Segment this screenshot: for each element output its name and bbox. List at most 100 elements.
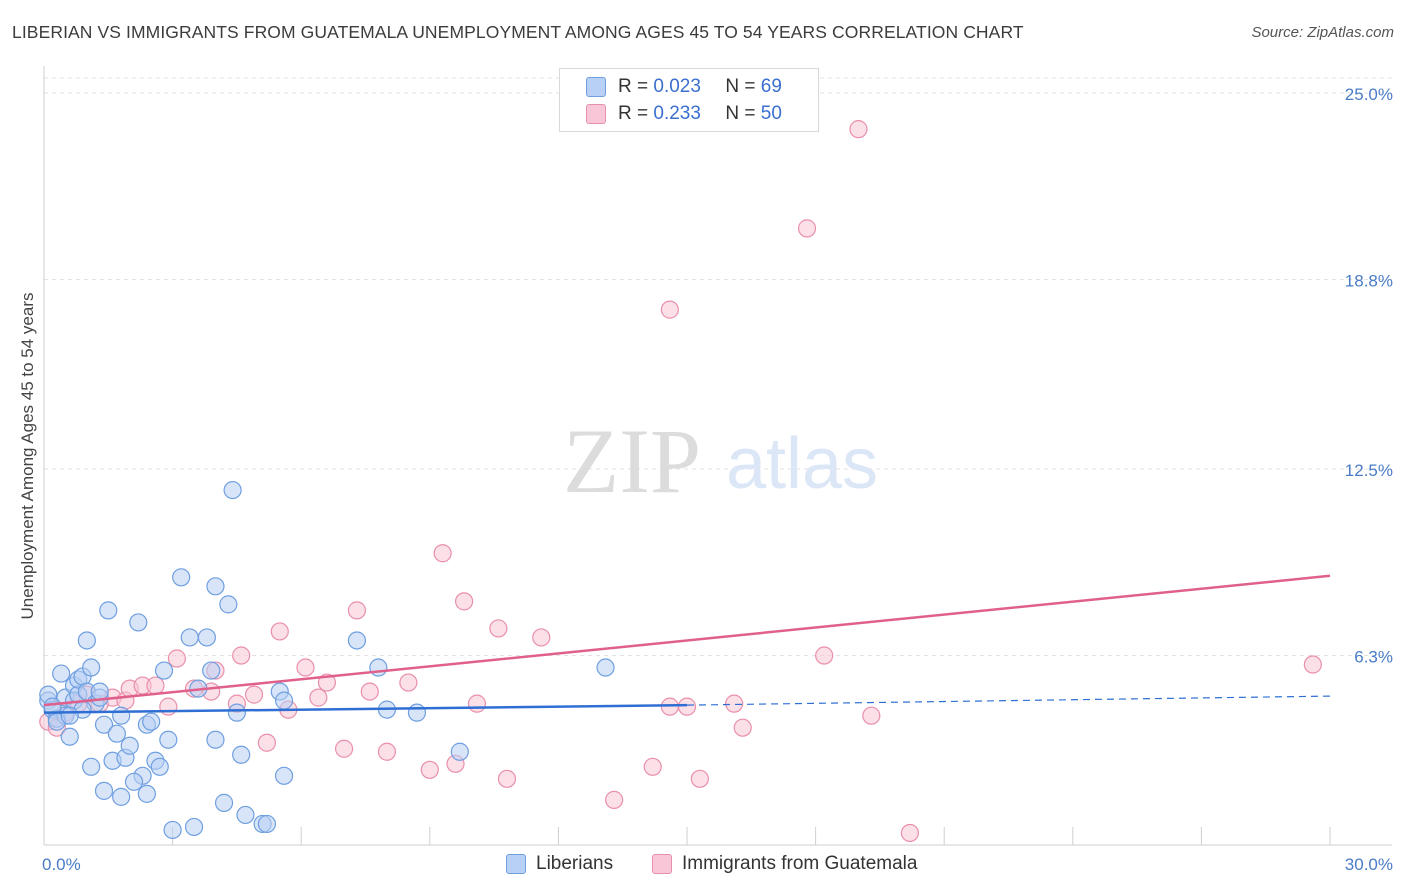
y-tick-label: 12.5% bbox=[1345, 461, 1393, 480]
bottom-legend-swatch-pink bbox=[652, 854, 672, 874]
legend-row-guatemala: R = 0.233 N = 50 bbox=[586, 102, 782, 126]
chart-title: LIBERIAN VS IMMIGRANTS FROM GUATEMALA UN… bbox=[12, 22, 1024, 42]
point-liberians bbox=[219, 595, 238, 614]
point-liberians bbox=[227, 703, 246, 722]
point-guatemala bbox=[296, 658, 315, 677]
point-liberians bbox=[347, 631, 367, 650]
point-guatemala bbox=[815, 646, 834, 665]
point-guatemala bbox=[677, 697, 697, 716]
point-liberians bbox=[450, 742, 469, 761]
point-liberians bbox=[137, 784, 156, 803]
point-guatemala bbox=[605, 790, 624, 809]
point-guatemala bbox=[347, 601, 367, 620]
source-label: Source: ZipAtlas.com bbox=[1251, 24, 1394, 41]
legend-swatch-blue bbox=[586, 77, 606, 97]
axes bbox=[43, 66, 1392, 846]
legend-n-value: 69 bbox=[760, 76, 782, 97]
point-guatemala bbox=[497, 769, 517, 788]
point-liberians bbox=[107, 724, 126, 743]
legend-r-label: R = bbox=[618, 103, 649, 124]
legend-r-value: 0.023 bbox=[653, 76, 701, 97]
point-liberians bbox=[124, 772, 144, 791]
bottom-legend-label: Immigrants from Guatemala bbox=[682, 853, 918, 874]
point-guatemala bbox=[454, 592, 474, 611]
point-guatemala bbox=[797, 219, 817, 238]
point-guatemala bbox=[1303, 655, 1322, 674]
point-guatemala bbox=[257, 733, 277, 752]
y-tick-label: 18.8% bbox=[1345, 272, 1393, 291]
point-guatemala bbox=[467, 694, 487, 713]
point-guatemala bbox=[420, 760, 439, 779]
point-liberians bbox=[232, 745, 251, 764]
point-liberians bbox=[214, 793, 234, 812]
point-guatemala bbox=[725, 694, 744, 713]
point-liberians bbox=[112, 706, 131, 725]
point-guatemala bbox=[159, 697, 178, 716]
point-liberians bbox=[206, 730, 225, 749]
legend-row-liberians: R = 0.023 N = 69 bbox=[586, 75, 782, 99]
point-liberians bbox=[154, 661, 174, 680]
gridlines bbox=[44, 77, 1392, 657]
y-tick-label: 6.3% bbox=[1354, 648, 1393, 667]
point-guatemala bbox=[433, 544, 452, 563]
point-liberians bbox=[142, 712, 161, 731]
point-guatemala bbox=[309, 688, 328, 707]
point-liberians bbox=[60, 706, 79, 725]
trend-line-guatemala bbox=[43, 574, 1331, 707]
point-liberians bbox=[94, 781, 114, 800]
point-liberians bbox=[60, 727, 79, 746]
legend-n-label: N = bbox=[725, 76, 756, 97]
bottom-legend-label: Liberians bbox=[536, 853, 614, 874]
x-tick-label: 30.0% bbox=[1345, 855, 1393, 874]
legend-swatch-pink bbox=[586, 104, 606, 124]
point-guatemala bbox=[334, 739, 354, 758]
y-axis-label: Unemployment Among Ages 45 to 54 years bbox=[18, 292, 37, 620]
point-guatemala bbox=[489, 619, 508, 638]
series-liberians bbox=[39, 480, 615, 840]
point-liberians bbox=[120, 736, 139, 755]
legend-n-value: 50 bbox=[760, 103, 782, 124]
watermark: ZIP atlas bbox=[563, 410, 878, 512]
point-guatemala bbox=[643, 757, 662, 776]
point-guatemala bbox=[532, 628, 551, 647]
point-guatemala bbox=[399, 673, 418, 692]
point-liberians bbox=[197, 628, 216, 647]
legend-r-value: 0.233 bbox=[653, 103, 701, 124]
bottom-legend-guatemala: Immigrants from Guatemala bbox=[652, 852, 917, 876]
point-liberians bbox=[90, 682, 109, 701]
point-liberians bbox=[112, 787, 131, 806]
point-liberians bbox=[82, 757, 101, 776]
point-guatemala bbox=[167, 649, 186, 668]
legend-n-label: N = bbox=[725, 103, 756, 124]
trend-line-liberians-extension bbox=[686, 695, 1331, 706]
point-liberians bbox=[150, 757, 169, 776]
point-liberians bbox=[274, 691, 294, 710]
point-liberians bbox=[407, 703, 427, 722]
point-liberians bbox=[369, 658, 388, 677]
bottom-legend-liberians: Liberians bbox=[506, 852, 613, 876]
point-liberians bbox=[596, 658, 615, 677]
point-liberians bbox=[180, 628, 199, 647]
bottom-legend-swatch-blue bbox=[506, 854, 526, 874]
point-guatemala bbox=[360, 682, 379, 701]
point-guatemala bbox=[900, 823, 920, 843]
x-tick-label: 0.0% bbox=[42, 855, 81, 874]
point-guatemala bbox=[377, 742, 397, 761]
point-guatemala bbox=[270, 622, 289, 641]
point-liberians bbox=[223, 480, 242, 500]
legend: R = 0.023 N = 69 R = 0.233 N = 50 bbox=[559, 68, 819, 132]
point-guatemala bbox=[690, 769, 709, 788]
point-liberians bbox=[206, 577, 225, 596]
point-guatemala bbox=[244, 685, 264, 704]
watermark-zip: ZIP bbox=[563, 410, 701, 512]
point-liberians bbox=[202, 661, 221, 680]
point-liberians bbox=[159, 730, 178, 749]
point-guatemala bbox=[232, 646, 251, 665]
point-guatemala bbox=[733, 718, 752, 737]
tick-labels: 6.3% 12.5% 18.8% 25.0% 0.0% 30.0% bbox=[42, 85, 1393, 874]
point-liberians bbox=[99, 601, 118, 620]
point-liberians bbox=[163, 820, 182, 840]
point-liberians bbox=[94, 715, 114, 734]
point-liberians bbox=[77, 631, 96, 650]
